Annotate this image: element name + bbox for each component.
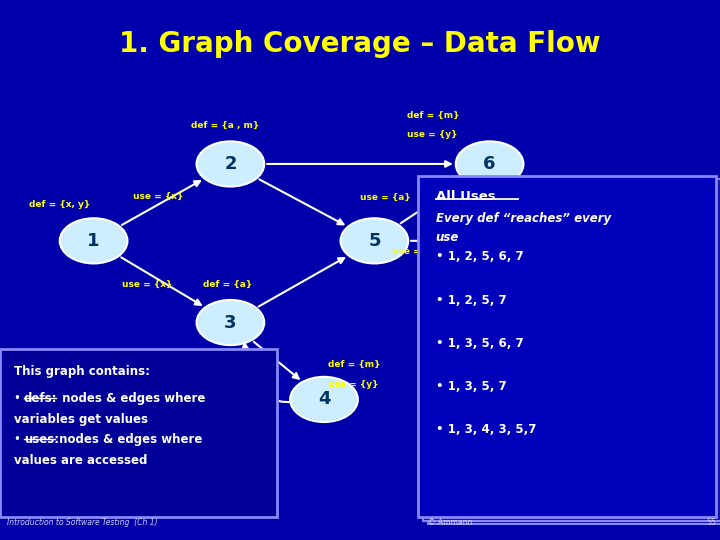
Text: All Uses: All Uses	[436, 191, 495, 204]
Text: • 1, 3, 4, 3, 5,7: • 1, 3, 4, 3, 5,7	[436, 423, 536, 436]
Text: Every def “reaches” every: Every def “reaches” every	[436, 212, 611, 225]
Text: use = {y}: use = {y}	[328, 380, 378, 389]
Circle shape	[197, 300, 264, 345]
Text: 5: 5	[368, 232, 381, 250]
Text: use = {x}: use = {x}	[122, 280, 173, 288]
Text: 4: 4	[318, 390, 330, 408]
Text: 3: 3	[224, 314, 237, 332]
Text: Introduction to Software Testing  (Ch 1): Introduction to Software Testing (Ch 1)	[7, 518, 158, 527]
Text: © Ammann: © Ammann	[428, 518, 473, 527]
Text: use = {a}: use = {a}	[360, 193, 410, 202]
Text: use = {m}: use = {m}	[544, 193, 598, 202]
Text: 1: 1	[87, 232, 100, 250]
Text: def = {a , m}: def = {a , m}	[191, 121, 259, 130]
Text: values are accessed: values are accessed	[14, 454, 148, 467]
Text: def = {x, y}: def = {x, y}	[29, 200, 90, 210]
Text: •: •	[14, 392, 25, 405]
Text: def = {m}: def = {m}	[407, 110, 459, 119]
Text: •: •	[14, 433, 25, 446]
FancyBboxPatch shape	[428, 183, 720, 524]
Text: defs:: defs:	[24, 392, 58, 405]
Text: def = {m}: def = {m}	[328, 360, 380, 369]
Text: • 1, 3, 5, 6, 7: • 1, 3, 5, 6, 7	[436, 337, 523, 350]
Text: This graph contains:: This graph contains:	[14, 365, 150, 378]
Text: uses:: uses:	[24, 433, 59, 446]
Text: 55: 55	[706, 518, 716, 527]
Circle shape	[456, 141, 523, 186]
FancyBboxPatch shape	[0, 349, 277, 517]
Text: 6: 6	[483, 155, 496, 173]
FancyBboxPatch shape	[418, 176, 716, 517]
Text: use: use	[436, 231, 459, 244]
Text: • 1, 2, 5, 7: • 1, 2, 5, 7	[436, 294, 506, 307]
Text: 2: 2	[224, 155, 237, 173]
Circle shape	[341, 218, 408, 264]
Text: use = {a}: use = {a}	[392, 247, 443, 256]
Circle shape	[571, 218, 639, 264]
Text: def = {a}: def = {a}	[203, 280, 252, 288]
Text: variables get values: variables get values	[14, 413, 148, 426]
Circle shape	[60, 218, 127, 264]
Text: use = {x}: use = {x}	[133, 192, 184, 201]
FancyBboxPatch shape	[423, 179, 720, 521]
Text: 1. Graph Coverage – Data Flow: 1. Graph Coverage – Data Flow	[120, 30, 600, 58]
Text: nodes & edges where: nodes & edges where	[55, 433, 203, 446]
Text: 7: 7	[598, 232, 611, 250]
Text: • 1, 2, 5, 6, 7: • 1, 2, 5, 6, 7	[436, 251, 523, 264]
Text: • 1, 3, 5, 7: • 1, 3, 5, 7	[436, 380, 506, 393]
Text: nodes & edges where: nodes & edges where	[58, 392, 205, 405]
Circle shape	[290, 377, 358, 422]
Text: use = {y}: use = {y}	[407, 130, 457, 139]
Circle shape	[197, 141, 264, 186]
